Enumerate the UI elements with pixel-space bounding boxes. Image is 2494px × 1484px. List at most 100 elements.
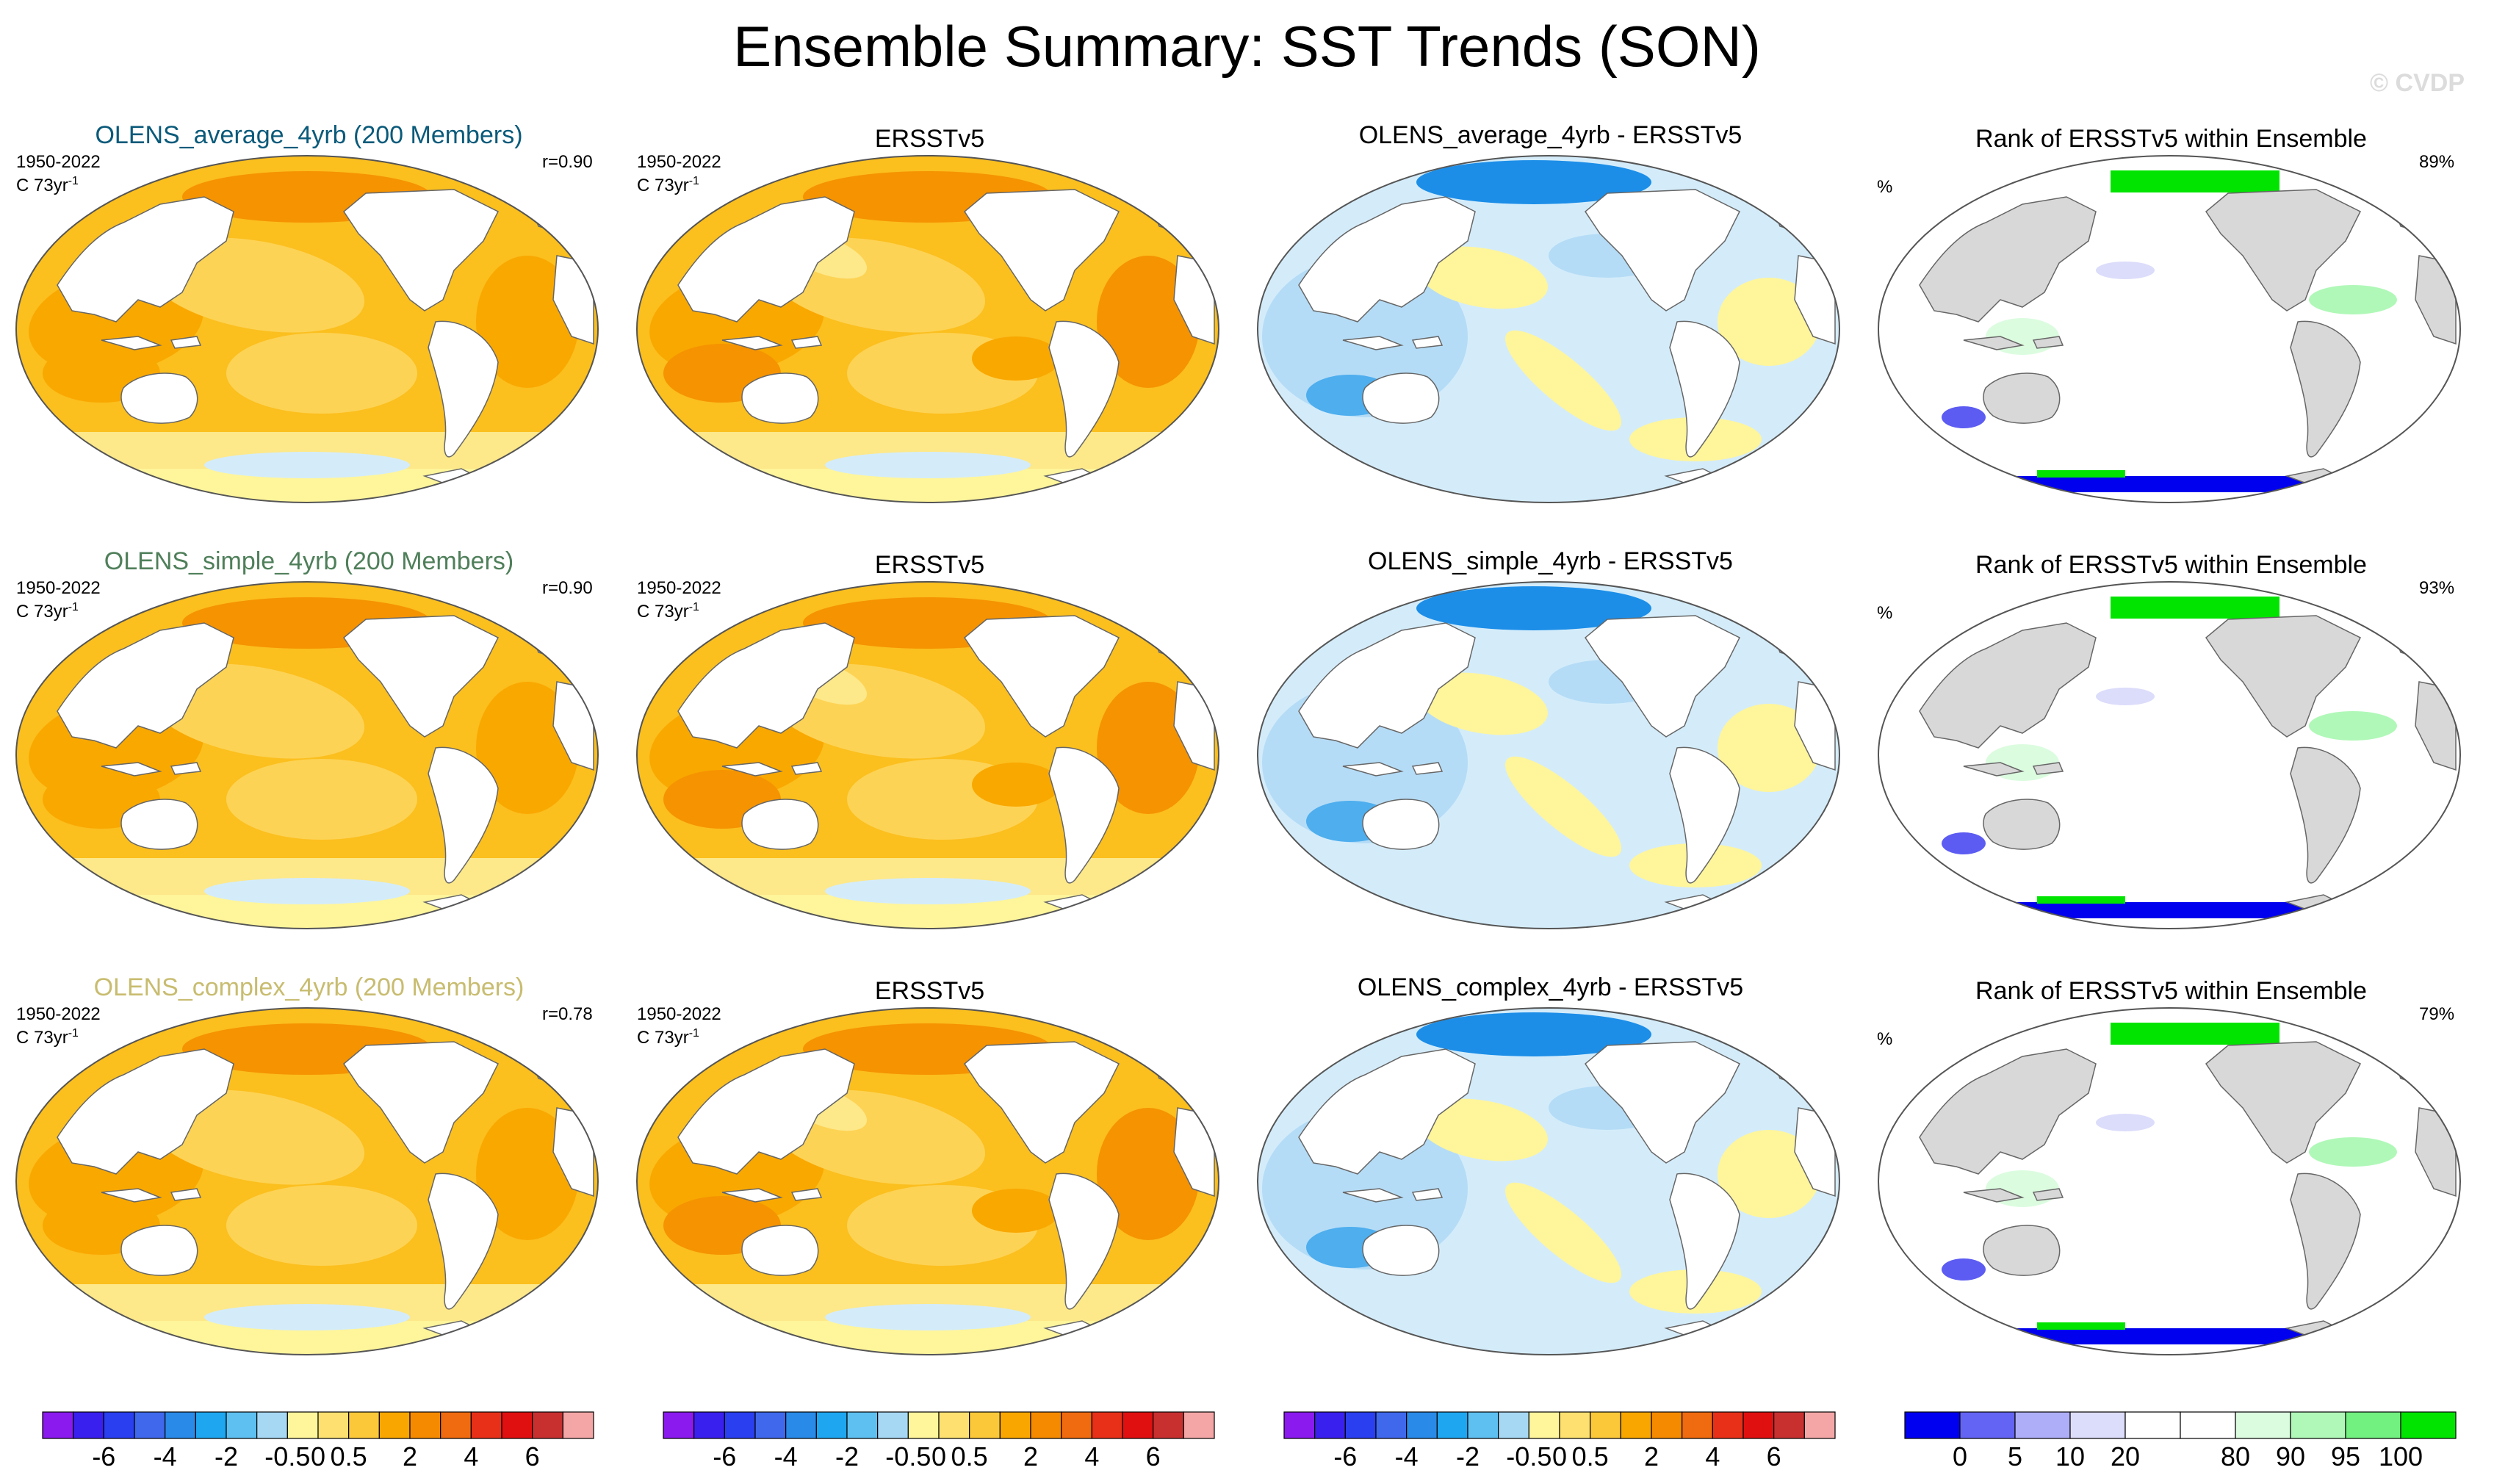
colorbar-swatch [1559,1411,1591,1439]
colorbar-swatch [195,1411,227,1439]
rank-colorbar [1904,1411,2457,1439]
ocean-background [1878,1008,2460,1355]
rank-region [2096,262,2155,279]
landmass [428,1173,499,1310]
diff-panel-title: OLENS_complex_4yrb - ERSSTv5 [1357,973,1744,1001]
map-border [636,155,1219,503]
colorbar-swatch [754,1411,787,1439]
landmass [1669,320,1740,458]
diff-region [1417,1098,1548,1161]
colorbar-tick-label: -2 [1455,1441,1480,1472]
landmass [2205,1041,2362,1164]
cool-patch [204,452,410,478]
model-map-panel [15,581,599,929]
trend-colorbar [42,1411,594,1439]
trend-region [476,256,579,388]
colorbar-swatch [2235,1411,2291,1439]
colorbar-swatch [1528,1411,1560,1439]
colorbar-swatch [1030,1411,1062,1439]
diff-region [1505,1182,1621,1283]
cool-patch [825,452,1031,478]
model-panel-title: OLENS_average_4yrb (200 Members) [95,121,523,149]
pattern-correlation: r=0.78 [542,1004,593,1024]
colorbar-swatch [134,1411,166,1439]
rank-region [2309,285,2397,314]
landmass [790,336,823,349]
diff-map-panel [1257,581,1840,929]
period-label: 1950-2022 [637,152,721,172]
landmass [1585,189,1741,311]
colorbar-swatch [1344,1411,1377,1439]
rank-units-label: % [1877,603,1893,623]
trend-region [476,1108,579,1240]
rank-region [2111,1023,2279,1045]
diff-region [1417,246,1548,309]
rank-region [2037,470,2125,478]
colorbar-swatch [815,1411,848,1439]
units-exponent: -1 [68,175,79,187]
units-label: C 73yr-1 [16,172,79,195]
colorbar-swatch [2069,1411,2126,1439]
colorbar-swatch [409,1411,442,1439]
diff-map-panel [1257,1007,1840,1355]
landmass [1362,799,1440,850]
colorbar-swatch [317,1411,350,1439]
trend-region [146,237,365,333]
model-map-panel [15,155,599,503]
colorbar-swatch [378,1411,411,1439]
landmass [1342,336,1404,350]
landmass [1048,320,1120,458]
landmass [101,336,162,350]
colorbar-swatch [663,1411,695,1439]
landmass [1362,372,1440,424]
landmass [101,1188,162,1203]
trend-region [1097,1108,1200,1240]
diff-region [1417,672,1548,735]
colorbar-tick-label: -2 [835,1441,859,1472]
colorbar-swatch [724,1411,756,1439]
cvdp-watermark: © CVDP [2370,69,2465,97]
colorbar-swatch [226,1411,258,1439]
landmass [120,1225,198,1276]
rank-units-label: % [1877,177,1893,197]
units-text: C 73yr [637,602,689,622]
colorbar-tick-label: -6 [713,1441,737,1472]
landmass [2205,189,2362,311]
rank-panel-title: Rank of ERSSTv5 within Ensemble [1975,125,2367,153]
colorbar-tick-label: 0.5 [330,1441,367,1472]
landmass [1983,1225,2061,1276]
diff-region [1416,1012,1651,1056]
landmass [1048,746,1120,884]
colorbar-swatch [2014,1411,2071,1439]
cool-patch [825,878,1031,904]
landmass [1298,622,1476,749]
colorbar-tick-label: -4 [774,1441,798,1472]
landmass [2290,320,2361,458]
units-label: C 73yr-1 [16,1024,79,1048]
units-text: C 73yr [16,1028,68,1048]
landmass [1919,196,2097,323]
colorbar-tick-label: 6 [525,1441,540,1472]
rank-region [2037,1322,2125,1330]
landmass [964,615,1120,738]
units-label: C 73yr-1 [637,598,699,622]
colorbar-tick-label: 0.5 [951,1441,988,1472]
trend-region [146,1089,365,1185]
rank-panel-title: Rank of ERSSTv5 within Ensemble [1975,977,2367,1005]
colorbar-swatch [1375,1411,1408,1439]
colorbar-swatch [2290,1411,2346,1439]
landmass [428,746,499,884]
landmass [721,1188,783,1203]
landmass [1983,372,2061,424]
landmass [964,1041,1120,1164]
landmass [57,196,234,323]
trend-region [1097,682,1200,814]
map-border [15,155,599,503]
landmass [1411,1188,1444,1201]
figure-title: Ensemble Summary: SST Trends (SON) [733,14,1761,79]
landmass [428,320,499,458]
cool-patch [204,878,410,904]
colorbar-tick-label: -6 [92,1441,116,1472]
obs-panel-title: ERSSTv5 [874,551,985,579]
colorbar-swatch [2400,1411,2457,1439]
